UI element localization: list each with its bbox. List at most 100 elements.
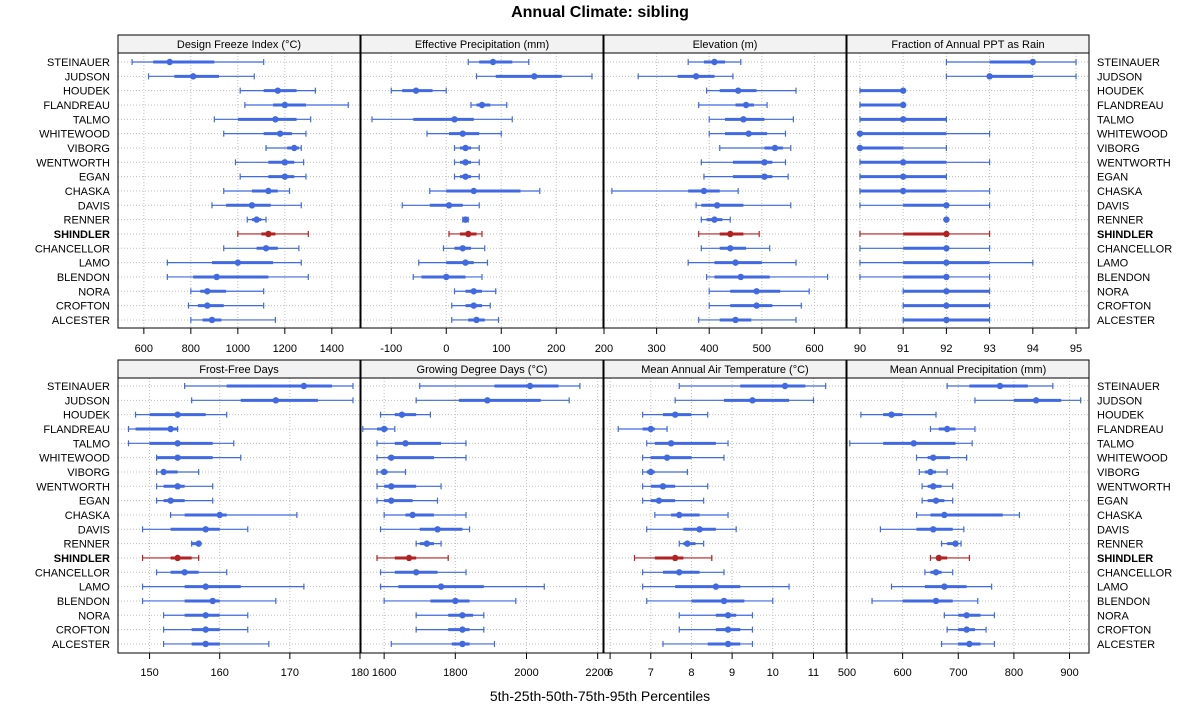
site-label-left-davis: DAVIS [78,524,110,536]
panel-2-title: Elevation (m) [693,39,758,51]
panel-5-judson-median-point [484,397,491,404]
site-label-right-nora: NORA [1097,610,1129,622]
panel-3-shindler-median-point [943,230,950,238]
panel-1-title: Effective Precipitation (mm) [415,39,549,51]
panel-1-lamo-median-point [462,259,469,266]
panel-7-talmo-median-point [910,440,917,447]
panel-6-shindler-median-point [671,554,679,562]
panel-6-nora-median-point [724,612,732,619]
site-label-left-davis: DAVIS [78,200,110,212]
panel-1-davis-median-point [445,202,453,209]
panel-0-crofton-median-point [204,302,211,309]
site-label-left-lamo: LAMO [79,582,111,594]
panel-2-tick-label-3: 500 [753,343,771,355]
site-label-right-nora: NORA [1097,286,1129,298]
site-label-right-chaska: CHASKA [1097,510,1143,522]
site-label-left-judson: JUDSON [65,395,110,407]
panel-3-title: Fraction of Annual PPT as Rain [891,39,1044,51]
panel-3-judson-median-point [986,73,993,80]
panel-2-crofton-median-point [753,302,760,309]
panel-7-steinauer-median-point [996,382,1004,390]
panel-0-davis-median-point [248,202,256,209]
panel-3-wentworth-median-point [899,159,907,166]
site-label-right-talmo: TALMO [1097,438,1135,450]
site-label-right-viborg: VIBORG [1097,467,1140,479]
panel-3-blendon-median-point [943,273,950,281]
site-label-right-judson: JUDSON [1097,395,1142,407]
panel-1-chancellor-median-point [459,245,466,252]
panel-6-wentworth-median-point [659,483,667,490]
panel-2-egan-median-point [761,173,768,180]
panel-0-tick-label-4: 1400 [320,343,344,355]
site-label-right-whitewood: WHITEWOOD [1097,129,1168,141]
panel-7-shindler-median-point [935,554,942,562]
site-label-right-judson: JUDSON [1097,71,1142,83]
panel-0-tick-label-0: 600 [135,343,153,355]
panel-2-wentworth-median-point [761,159,768,166]
site-label-left-chaska: CHASKA [65,510,111,522]
panel-1-egan-median-point [462,173,469,180]
site-label-right-lamo: LAMO [1097,258,1129,270]
panel-6-viborg-median-point [647,468,654,476]
site-label-right-egan: EGAN [1097,172,1128,184]
site-label-right-houdek: HOUDEK [1097,410,1145,422]
panel-4-nora-median-point [202,612,209,619]
site-label-right-renner: RENNER [1097,539,1144,551]
panel-6-alcester-median-point [724,640,732,648]
panel-5-wentworth-median-point [388,483,395,490]
panel-3-davis-median-point [943,202,950,209]
panel-6-steinauer-median-point [781,382,789,390]
panel-4-chaska-median-point [216,511,223,519]
panel-3-chaska-median-point [899,187,907,195]
x-axis-caption: 5th-25th-50th-75th-95th Percentiles [489,688,711,704]
panel-0-steinauer-median-point [166,58,173,66]
panel-4-tick-label-3: 180 [351,667,369,679]
panel-6-lamo-median-point [712,583,720,590]
panel-2-houdek-median-point [734,87,742,94]
panel-4-tick-label-2: 170 [281,667,299,679]
panel-3-tick-label-0: 90 [854,343,866,355]
panel-5-shindler-median-point [405,554,413,562]
panel-7-tick-label-3: 800 [1005,667,1023,679]
panel-0-frame [117,52,361,329]
panel-1-crofton-median-point [470,302,477,309]
panel-7-tick-label-0: 500 [838,667,856,679]
site-label-right-flandreau: FLANDREAU [1097,424,1164,436]
panel-3-lamo-median-point [943,259,950,266]
panel-2-frame [603,52,847,329]
panel-7-flandreau-median-point [943,425,951,433]
panel-1-tick-label-2: 100 [492,343,510,355]
panel-1-nora-median-point [470,288,477,295]
panel-5-crofton-median-point [459,626,466,633]
panel-2-tick-label-4: 600 [805,343,823,355]
panel-7-chaska-median-point [941,511,948,519]
panel-7-egan-median-point [932,497,940,504]
site-label-left-crofton: CROFTON [56,625,110,637]
panel-2-lamo-median-point [732,259,739,266]
panel-0-whitewood-median-point [276,130,284,137]
panel-6-tick-label-5: 11 [808,667,819,679]
site-label-right-shindler: SHINDLER [1097,229,1153,241]
panel-5-tick-label-0: 1600 [372,667,396,679]
site-label-left-renner: RENNER [64,539,111,551]
panel-4-davis-median-point [202,526,209,533]
panel-5-chaska-median-point [409,511,416,519]
panel-3-tick-label-3: 93 [983,343,995,355]
panel-5-frame [360,377,604,654]
panel-1-tick-label-1: 0 [443,343,449,355]
panel-4-title: Frost-Free Days [199,364,279,376]
site-label-left-shindler: SHINDLER [54,229,110,241]
panel-4-chancellor-median-point [181,569,188,576]
site-label-right-renner: RENNER [1097,215,1144,227]
panel-1-whitewood-median-point [459,130,466,137]
panel-5-blendon-median-point [452,597,459,605]
site-label-left-shindler: SHINDLER [54,553,110,565]
panel-2-shindler-median-point [727,230,734,238]
panel-3-tick-label-5: 95 [1070,343,1082,355]
site-label-right-steinauer: STEINAUER [1097,381,1160,393]
chart-title: Annual Climate: sibling [511,4,689,21]
site-label-right-chancellor: CHANCELLOR [1097,243,1172,255]
site-label-left-crofton: CROFTON [56,301,110,313]
site-label-left-flandreau: FLANDREAU [43,424,110,436]
